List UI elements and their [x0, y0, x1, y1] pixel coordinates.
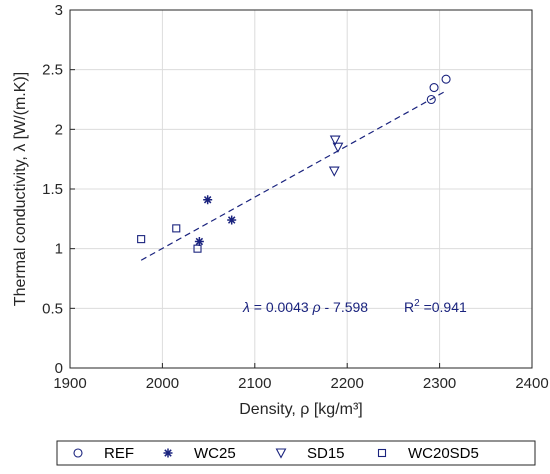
x-tick-label: 2200 [331, 375, 364, 392]
legend-marker-wc25 [163, 448, 173, 458]
asterisk-stroke [195, 237, 204, 246]
legend-label-sd15: SD15 [307, 445, 345, 462]
equation-rho: ρ [312, 299, 321, 315]
x-tick-label: 1900 [53, 375, 86, 392]
y-tick-label: 3 [55, 2, 63, 19]
circle-marker-shape [429, 83, 439, 93]
circle-marker-shape [441, 74, 451, 84]
equation-lambda: λ [242, 299, 250, 315]
data-point-wc25 [227, 215, 237, 225]
x-axis-title: Density, ρ [kg/m³] [239, 401, 363, 418]
triangle-marker-shape [332, 142, 344, 153]
legend-label-ref: REF [104, 445, 134, 462]
circle-marker-shape [73, 448, 83, 458]
triangle-marker-shape [329, 135, 341, 146]
triangle-marker-shape [328, 166, 340, 177]
data-point-sd15 [328, 166, 340, 177]
r-squared-superscript: 2 [414, 298, 420, 309]
data-point-ref [441, 74, 451, 84]
asterisk-stroke [227, 216, 236, 224]
y-tick-label: 0.5 [42, 300, 63, 317]
data-point-wc20sd5 [137, 235, 146, 244]
legend-marker-sd15 [275, 448, 287, 459]
legend-marker-wc20sd5 [377, 448, 387, 458]
triangle-marker-shape [275, 448, 287, 459]
r-squared-prefix: R [404, 299, 414, 315]
equation-annotation: λ = 0.0043 ρ - 7.598 [242, 299, 368, 315]
x-tick-label: 2400 [515, 375, 548, 392]
fit-line-group [140, 90, 447, 261]
circle-marker-shape [426, 94, 436, 105]
y-axis-title: Thermal conductivity, λ [W/(m.K)] [12, 72, 29, 306]
data-point-ref [426, 94, 436, 105]
data-point-ref [429, 83, 439, 93]
square-marker-shape [193, 244, 202, 253]
fit-line [140, 90, 447, 261]
data-point-wc25 [194, 237, 204, 247]
legend-label-wc25: WC25 [194, 445, 236, 462]
data-point-wc20sd5 [193, 244, 202, 253]
r-squared-value: =0.941 [420, 299, 467, 315]
data-point-sd15 [332, 142, 344, 153]
x-tick-label: 2100 [238, 375, 271, 392]
y-tick-label: 1 [55, 241, 63, 258]
x-tick-label: 2300 [423, 375, 456, 392]
plot-frame [69, 9, 533, 369]
y-tick-label: 1.5 [42, 181, 63, 198]
y-tick-label: 2.5 [42, 62, 63, 79]
data-points [137, 74, 451, 253]
asterisk-stroke [203, 196, 212, 204]
square-marker-shape [377, 448, 387, 458]
y-tick-label: 2 [55, 121, 63, 138]
y-tick-label: 0 [55, 360, 63, 377]
legend-label-wc20sd5: WC20SD5 [408, 445, 479, 462]
equation-intercept: - 7.598 [321, 299, 369, 315]
asterisk-stroke [164, 449, 172, 457]
legend: REF WC25 SD15 WC20SD5 [73, 445, 479, 462]
equation-coefficients: = 0.0043 [250, 299, 313, 315]
x-tick-label: 2000 [146, 375, 179, 392]
legend-box [56, 440, 536, 466]
square-marker-shape [172, 224, 181, 233]
square-marker-shape [137, 235, 146, 244]
legend-marker-ref [73, 448, 83, 458]
data-point-wc20sd5 [172, 224, 181, 233]
data-point-wc25 [203, 195, 213, 205]
data-point-sd15 [329, 135, 341, 146]
r-squared-annotation: R2 =0.941 [404, 298, 467, 315]
